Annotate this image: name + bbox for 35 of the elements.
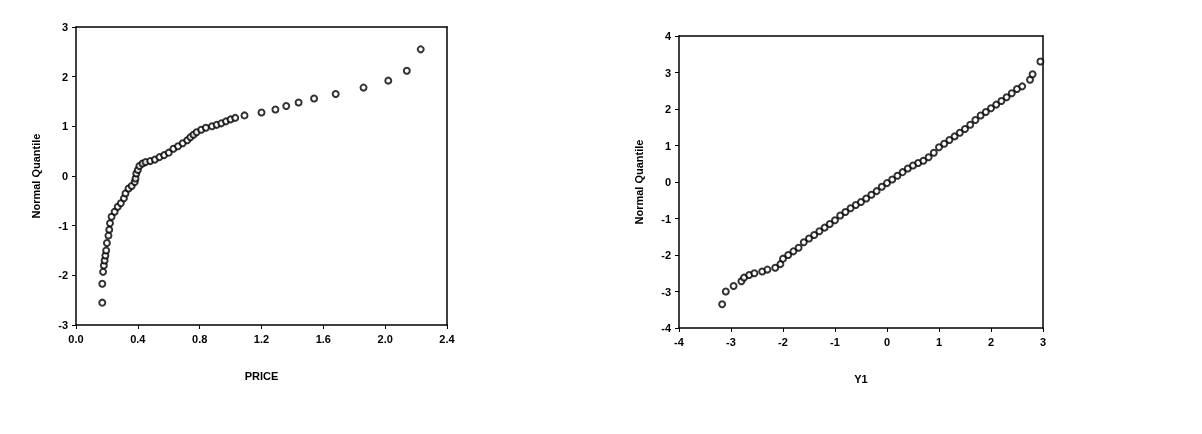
x-axis-title: PRICE bbox=[244, 369, 279, 382]
y-tick-label: 4 bbox=[664, 30, 672, 42]
x-tick-label: 0.0 bbox=[68, 332, 84, 345]
y-tick-label: 2 bbox=[61, 70, 68, 83]
y-tick-label: 1 bbox=[61, 120, 68, 133]
y-tick-label: -1 bbox=[661, 212, 671, 225]
y-tick-label: -2 bbox=[58, 269, 68, 282]
y-axis-title: Normal Quantile bbox=[29, 133, 42, 219]
x-tick-label: 1.6 bbox=[315, 332, 331, 345]
x-tick-label: 1.2 bbox=[253, 332, 270, 345]
x-tick-label: 2.0 bbox=[377, 332, 393, 345]
x-tick-label: 0.8 bbox=[192, 332, 208, 345]
y-axis-title: Normal Quantile bbox=[632, 139, 645, 225]
x-tick-label: 1 bbox=[935, 335, 943, 348]
x-tick-label: 2 bbox=[987, 335, 995, 348]
x-axis-title: Y1 bbox=[854, 372, 868, 385]
x-tick-label: 0 bbox=[883, 335, 891, 348]
y-tick-label: 0 bbox=[61, 170, 68, 182]
x-tick-label: 2.4 bbox=[439, 332, 456, 345]
x-tick-label: 0.4 bbox=[130, 332, 147, 345]
y-tick-label: 0 bbox=[664, 176, 671, 188]
y-tick-label: -4 bbox=[661, 322, 672, 334]
y-tick-label: -1 bbox=[58, 219, 68, 232]
x-tick-label: -3 bbox=[726, 335, 736, 348]
x-tick-label: -4 bbox=[674, 335, 685, 348]
y-tick-label: -3 bbox=[58, 319, 68, 331]
y-tick-label: 1 bbox=[664, 139, 671, 152]
y-tick-label: 2 bbox=[664, 103, 671, 115]
y-tick-label: -3 bbox=[661, 285, 671, 298]
y-tick-label: 3 bbox=[61, 21, 68, 33]
x-tick-label: -1 bbox=[830, 335, 840, 348]
y-tick-label: 3 bbox=[664, 66, 671, 79]
x-tick-label: -2 bbox=[778, 335, 788, 348]
y-tick-label: -2 bbox=[661, 249, 671, 261]
x-tick-label: 3 bbox=[1039, 335, 1047, 348]
